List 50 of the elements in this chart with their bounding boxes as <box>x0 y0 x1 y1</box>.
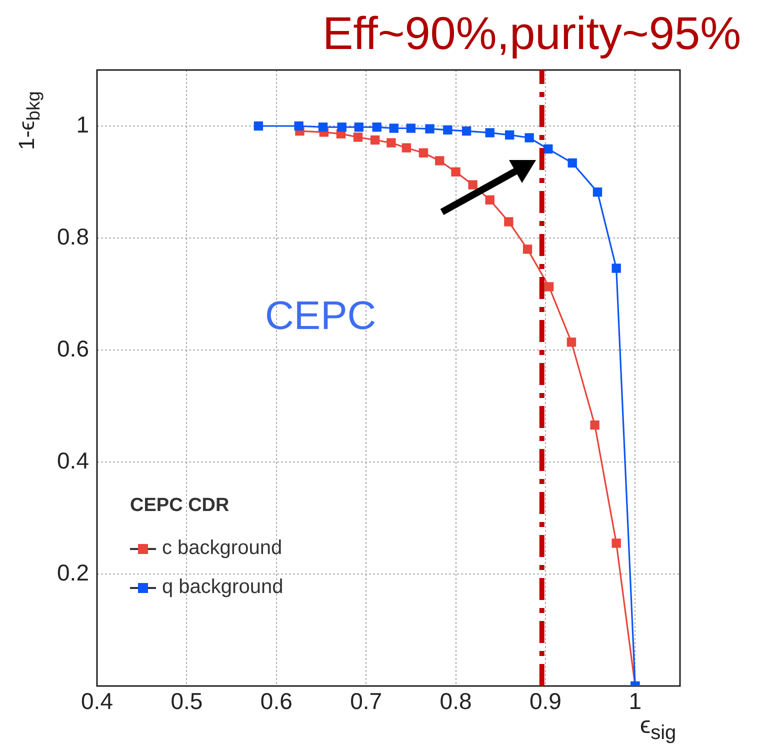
point <box>612 538 621 548</box>
point <box>522 244 532 254</box>
point <box>462 126 472 136</box>
point <box>354 122 364 132</box>
y-tick-label: 0.8 <box>57 223 89 250</box>
legend-title: CEPC CDR <box>130 495 230 517</box>
point <box>294 121 304 131</box>
point <box>406 124 416 133</box>
point <box>504 217 514 226</box>
y-tick-label: 1 <box>76 111 89 138</box>
x-tick-label: 0.7 <box>350 688 382 714</box>
point <box>425 124 434 134</box>
point <box>418 148 428 158</box>
point <box>592 187 602 197</box>
point <box>566 338 576 347</box>
point <box>544 282 554 292</box>
point <box>370 135 380 145</box>
point <box>443 125 452 135</box>
point <box>468 180 478 190</box>
point <box>524 133 534 142</box>
x-tick-label: 0.6 <box>260 688 292 714</box>
point <box>590 420 600 430</box>
y-tick-label: 0.6 <box>57 335 89 362</box>
point <box>337 122 346 132</box>
x-axis-title: ϵ$_{sig}$ <box>640 712 676 745</box>
annotation: CEPC <box>265 294 376 338</box>
x-tick-label: 1 <box>628 688 642 714</box>
y-tick-label: 0.4 <box>57 447 90 474</box>
point <box>485 195 494 205</box>
legend-label: q background <box>162 576 284 599</box>
point <box>612 264 621 273</box>
point <box>451 167 460 177</box>
point <box>485 128 494 138</box>
x-tick-label: 0.9 <box>529 688 562 714</box>
x-tick-label: 0.8 <box>440 688 472 714</box>
point <box>254 121 264 131</box>
point <box>568 158 577 168</box>
point <box>318 122 328 132</box>
point <box>389 124 398 133</box>
point <box>504 130 514 140</box>
point <box>386 138 396 148</box>
point <box>372 122 382 132</box>
point <box>402 143 412 152</box>
legend-label: c background <box>162 537 282 560</box>
y-tick-label: 0.2 <box>57 559 89 586</box>
chart-title: Eff~90%,purity~95% <box>322 6 741 60</box>
x-tick-label: 0.4 <box>81 688 114 714</box>
point <box>353 132 363 142</box>
point <box>435 156 444 166</box>
x-tick-label: 0.5 <box>170 688 203 714</box>
